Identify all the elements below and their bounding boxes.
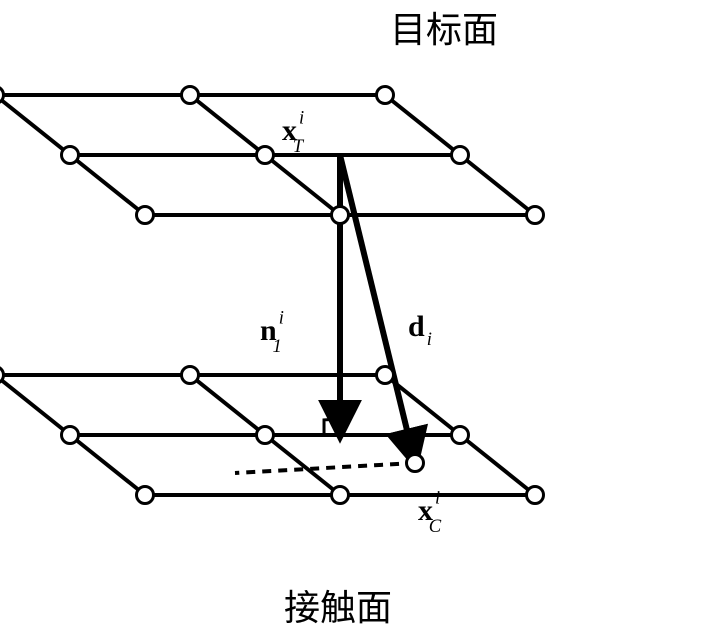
grid-node	[0, 87, 4, 104]
grid-node	[527, 207, 544, 224]
grid-node	[527, 487, 544, 504]
grid-node	[452, 147, 469, 164]
grid-node	[137, 487, 154, 504]
grid-node	[137, 207, 154, 224]
grid-node	[182, 367, 199, 384]
grid-node	[182, 87, 199, 104]
node-xC	[407, 455, 424, 472]
grid-node	[452, 427, 469, 444]
grid-node	[0, 367, 4, 384]
grid-node	[377, 367, 394, 384]
grid-node	[257, 147, 274, 164]
grid-node	[257, 427, 274, 444]
grid-node	[62, 427, 79, 444]
grid-node	[332, 207, 349, 224]
grid-node	[332, 487, 349, 504]
label-contact-plane: 接触面	[284, 588, 392, 628]
label-target-plane: 目标面	[390, 10, 498, 50]
grid-node	[377, 87, 394, 104]
grid-node	[62, 147, 79, 164]
